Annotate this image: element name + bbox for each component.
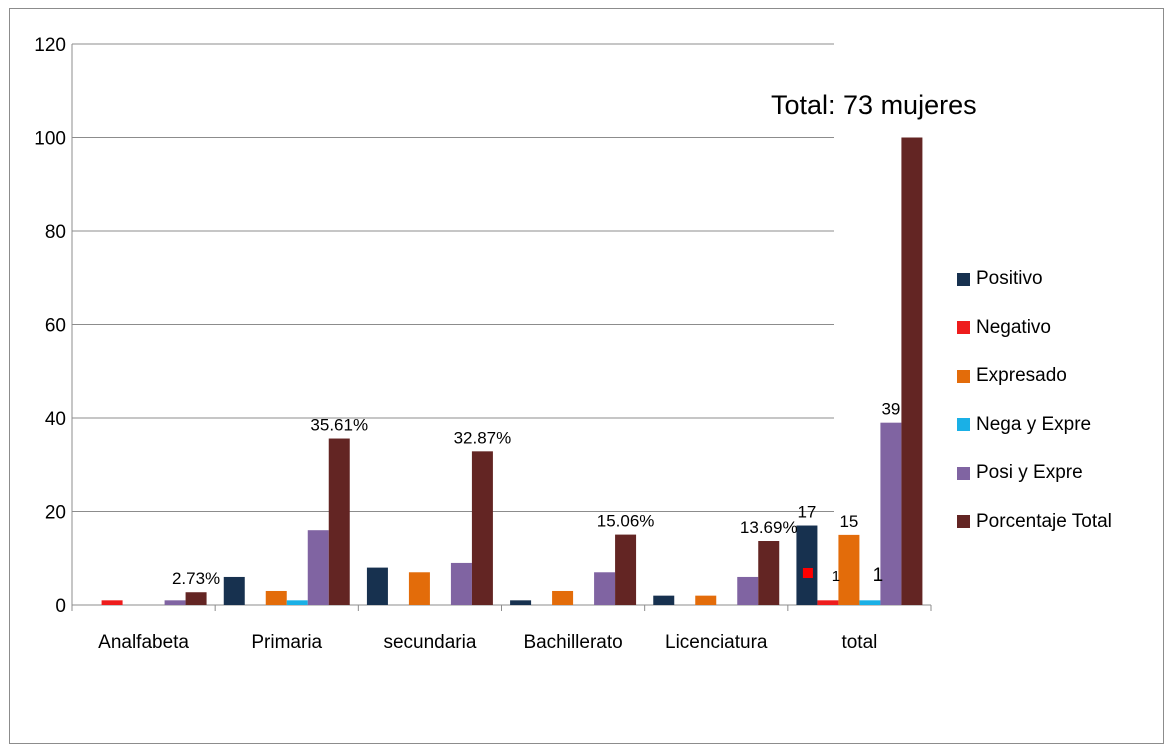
data-label: 1 xyxy=(832,568,840,585)
data-label: 1 xyxy=(873,565,884,586)
legend-item: Positivo xyxy=(957,255,1112,304)
legend-swatch xyxy=(957,418,970,432)
bar xyxy=(265,590,287,605)
data-label: 35.61% xyxy=(310,416,368,435)
legend-item: Porcentaje Total xyxy=(957,498,1112,547)
x-category-label: Bachillerato xyxy=(523,632,622,653)
y-tick-label: 120 xyxy=(34,35,66,56)
data-label: 15.06% xyxy=(597,512,655,531)
bar xyxy=(653,595,675,605)
bar xyxy=(510,600,532,605)
y-tick-label: 40 xyxy=(45,409,66,430)
data-label: 13.69% xyxy=(740,518,798,537)
bar xyxy=(838,534,860,605)
bar xyxy=(408,572,430,605)
legend-item: Expresado xyxy=(957,352,1112,401)
bar xyxy=(450,562,472,605)
y-tick-label: 100 xyxy=(34,129,66,150)
x-category-label: Analfabeta xyxy=(98,632,189,653)
bar xyxy=(307,530,329,605)
bar xyxy=(164,600,186,605)
data-label: 32.87% xyxy=(454,428,512,447)
legend-item: Negativo xyxy=(957,304,1112,353)
bar xyxy=(880,422,902,605)
bar xyxy=(552,590,574,605)
legend-swatch xyxy=(957,515,970,529)
data-label: 2.73% xyxy=(172,569,220,588)
legend-label: Nega y Expre xyxy=(976,413,1092,435)
chart-frame xyxy=(9,8,1164,744)
bar xyxy=(796,525,818,605)
marker-square xyxy=(802,568,813,578)
legend-swatch xyxy=(957,321,970,335)
x-category-label: Licenciatura xyxy=(665,632,768,653)
total-annotation: Total: 73 mujeres xyxy=(771,90,977,120)
bar xyxy=(859,600,881,605)
legend-label: Positivo xyxy=(976,268,1043,290)
y-tick-label: 20 xyxy=(45,503,66,524)
bar xyxy=(223,576,245,605)
x-category-label: secundaria xyxy=(383,632,476,653)
legend-label: Posi y Expre xyxy=(976,462,1083,484)
y-tick-label: 0 xyxy=(55,596,66,617)
bar xyxy=(471,451,493,605)
bar xyxy=(901,137,923,605)
y-tick-label: 80 xyxy=(45,222,66,243)
bar xyxy=(185,592,207,605)
bar xyxy=(366,567,388,605)
legend-label: Porcentaje Total xyxy=(976,510,1112,532)
legend-item: Nega y Expre xyxy=(957,401,1112,450)
data-label: 39 xyxy=(881,400,900,419)
bar xyxy=(101,600,123,605)
data-label: 15 xyxy=(839,512,858,531)
bar xyxy=(594,572,616,605)
x-category-label: total xyxy=(841,632,877,653)
legend-swatch xyxy=(957,272,970,286)
data-label: 17 xyxy=(797,503,816,522)
bar xyxy=(695,595,717,605)
legend: Positivo Negativo Expresado Nega y Expre Pos… xyxy=(957,255,1112,546)
legend-label: Negativo xyxy=(976,316,1051,338)
bar xyxy=(737,576,759,605)
bar xyxy=(758,540,780,605)
legend-label: Expresado xyxy=(976,365,1067,387)
bar xyxy=(817,600,839,605)
legend-swatch xyxy=(957,466,970,480)
y-tick-label: 60 xyxy=(45,316,66,337)
bar xyxy=(286,600,308,605)
bar xyxy=(615,534,637,605)
legend-item: Posi y Expre xyxy=(957,449,1112,498)
x-category-label: Primaria xyxy=(251,632,322,653)
bar xyxy=(328,438,350,605)
legend-swatch xyxy=(957,369,970,383)
